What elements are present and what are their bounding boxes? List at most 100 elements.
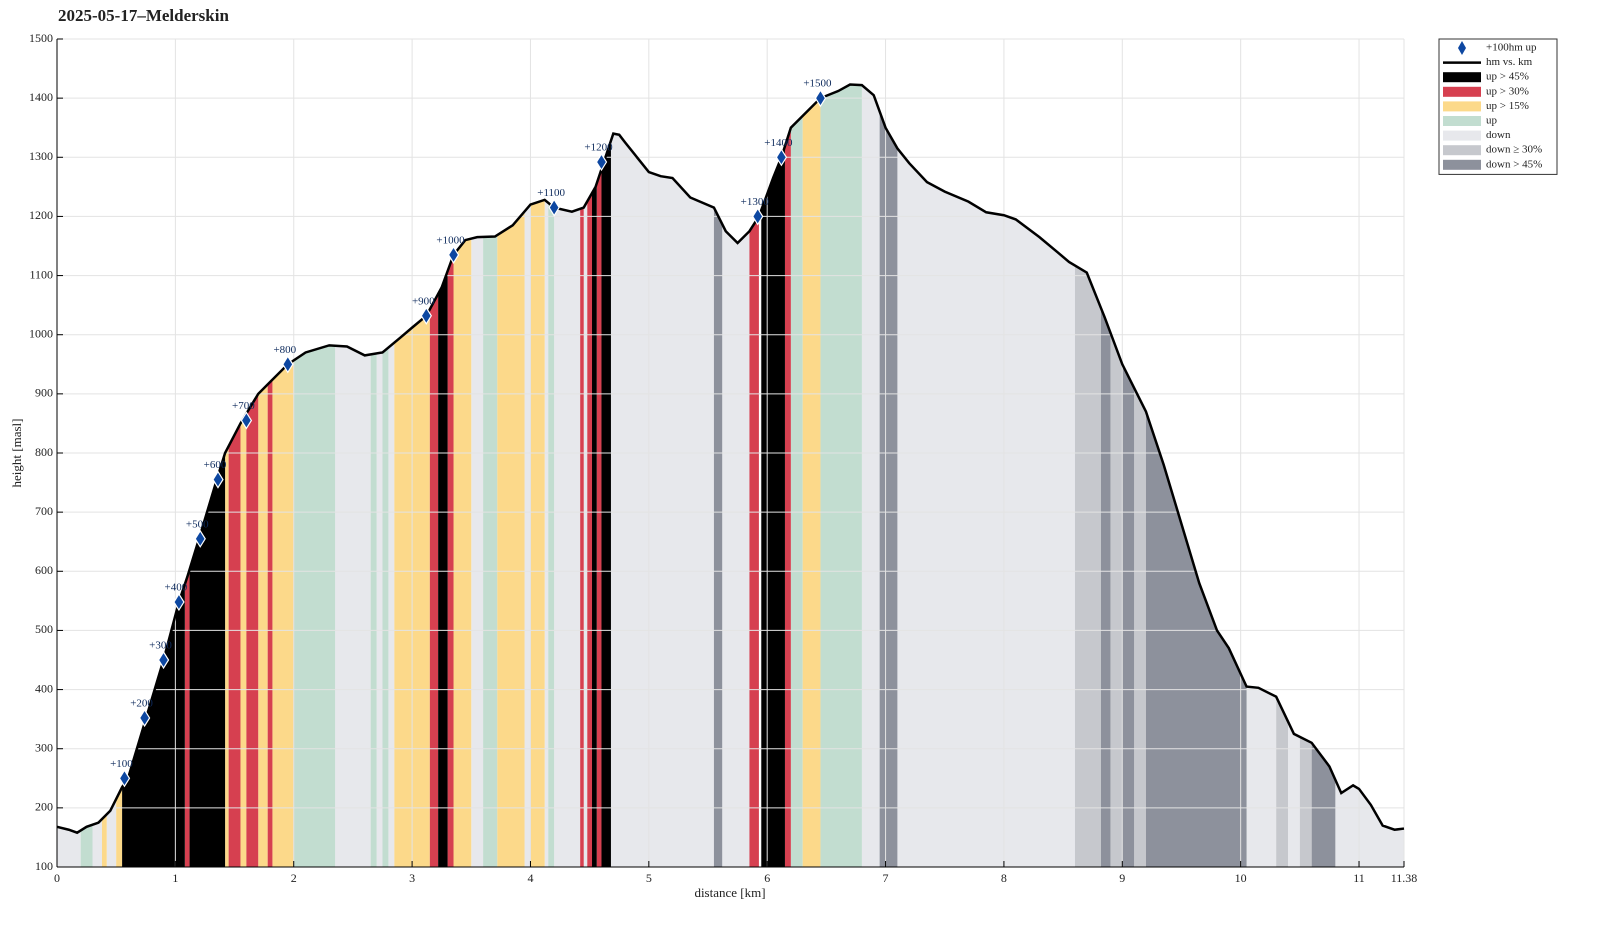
- hm-marker: [157, 650, 170, 670]
- y-tick-label: 1500: [29, 31, 53, 45]
- slope-band: [587, 84, 593, 867]
- marker-label: +1100: [537, 187, 565, 199]
- slope-band: [453, 84, 472, 867]
- slope-band: [548, 84, 555, 867]
- x-tick-label: 7: [883, 871, 889, 885]
- slope-band: [713, 84, 723, 867]
- marker-label: +400: [165, 582, 188, 594]
- y-axis-label: height [masl]: [9, 419, 24, 488]
- y-tick-label: 400: [35, 681, 53, 695]
- marker-label: +200: [130, 697, 153, 709]
- slope-band: [802, 84, 821, 867]
- hm-marker: [595, 152, 608, 172]
- y-tick-label: 1400: [29, 90, 53, 104]
- legend-swatch: [1443, 130, 1481, 141]
- legend-swatch: [1443, 145, 1481, 156]
- y-tick-label: 1200: [29, 208, 53, 222]
- slope-band: [790, 84, 803, 867]
- legend-swatch: [1443, 101, 1481, 112]
- slope-band: [376, 84, 383, 867]
- slope-band: [820, 84, 862, 867]
- slope-band: [438, 84, 448, 867]
- marker-label: +900: [412, 295, 435, 307]
- legend-label: hm vs. km: [1486, 56, 1533, 68]
- slope-band: [610, 84, 714, 867]
- marker-label: +1300: [741, 196, 770, 208]
- y-tick-label: 700: [35, 504, 53, 518]
- legend-label: down: [1486, 129, 1511, 141]
- y-tick-label: 300: [35, 740, 53, 754]
- hm-marker: [548, 198, 560, 217]
- legend-swatch: [1443, 86, 1481, 97]
- slope-band: [1110, 84, 1123, 867]
- x-tick-label: 11: [1353, 871, 1365, 885]
- marker-label: +800: [273, 344, 296, 356]
- legend-marker: [1458, 41, 1466, 55]
- slope-band: [861, 84, 880, 867]
- slope-band: [784, 84, 791, 867]
- hm-marker: [212, 470, 224, 489]
- hm-marker: [173, 592, 185, 612]
- slope-band: [258, 84, 268, 867]
- legend-swatch: [1443, 159, 1481, 170]
- x-tick-label: 3: [409, 871, 415, 885]
- slope-band: [267, 84, 273, 867]
- marker-label: +1200: [584, 142, 613, 154]
- hm-marker: [118, 769, 131, 788]
- slope-band: [228, 84, 241, 867]
- legend-label: down ≥ 30%: [1486, 144, 1542, 156]
- marker-label: +300: [149, 640, 172, 652]
- y-tick-label: 900: [35, 386, 53, 400]
- slope-band: [601, 84, 611, 867]
- slope-band: [580, 84, 584, 867]
- hm-marker: [775, 148, 788, 167]
- slope-band: [530, 84, 545, 867]
- y-tick-label: 200: [35, 800, 53, 814]
- x-tick-label: 4: [527, 871, 533, 885]
- slope-band: [225, 84, 229, 867]
- slope-band: [554, 84, 581, 867]
- slope-band: [429, 84, 439, 867]
- x-tick-label: 8: [1001, 871, 1007, 885]
- profile-line: [56, 83, 1405, 835]
- x-tick-label: 2: [291, 871, 297, 885]
- slope-band: [1134, 84, 1146, 867]
- x-tick-label: 5: [646, 871, 652, 885]
- x-axis-label: distance [km]: [694, 885, 765, 900]
- slope-band: [583, 84, 588, 867]
- y-tick-label: 1000: [29, 326, 53, 340]
- legend-swatch: [1443, 116, 1481, 126]
- x-tick-label: 1: [172, 871, 178, 885]
- slope-band: [596, 84, 602, 867]
- slope-band: [1122, 84, 1135, 867]
- legend-label: down > 45%: [1486, 158, 1542, 170]
- slope-band: [749, 84, 759, 867]
- slope-band: [240, 84, 247, 867]
- slope-band: [524, 84, 531, 867]
- hm-marker: [138, 708, 151, 728]
- y-tick-label: 1100: [29, 267, 53, 281]
- legend-label: up > 30%: [1486, 85, 1529, 97]
- x-tick-label: 9: [1119, 871, 1125, 885]
- legend-label: up > 15%: [1486, 100, 1529, 112]
- chart-title: 2025-05-17–Melderskin: [58, 6, 229, 25]
- legend-label: +100hm up: [1486, 42, 1537, 54]
- slope-band: [382, 84, 389, 867]
- slope-band: [388, 84, 395, 867]
- slope-band: [592, 84, 597, 867]
- y-tick-label: 800: [35, 445, 53, 459]
- hm-marker: [814, 89, 827, 108]
- slope-band: [544, 84, 549, 867]
- hm-marker: [752, 207, 764, 226]
- x-tick-label: 0: [54, 871, 60, 885]
- y-tick-label: 500: [35, 622, 53, 636]
- slope-band: [471, 84, 484, 867]
- legend-label: up > 45%: [1486, 71, 1529, 83]
- marker-label: +1500: [803, 78, 832, 90]
- y-tick-label: 600: [35, 563, 53, 577]
- hm-marker: [447, 245, 460, 265]
- marker-label: +1000: [436, 234, 465, 246]
- marker-label: +700: [232, 400, 255, 412]
- hm-marker: [240, 411, 253, 430]
